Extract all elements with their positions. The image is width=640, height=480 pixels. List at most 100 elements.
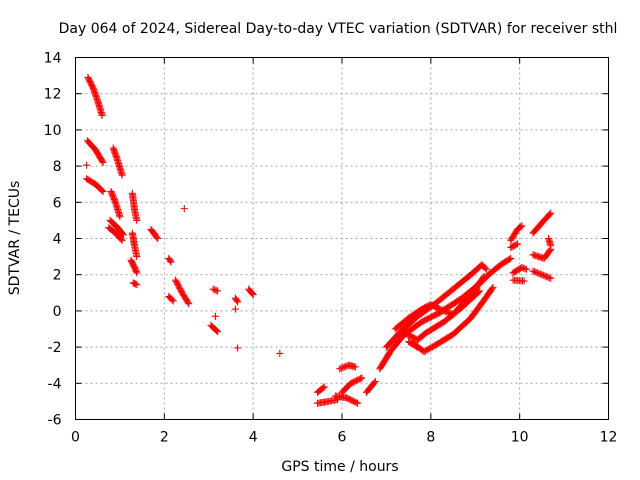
data-point	[249, 291, 257, 299]
data-point	[443, 308, 451, 316]
data-point	[506, 255, 514, 263]
data-point	[442, 308, 450, 316]
y-tick-label: -4	[48, 376, 62, 392]
x-axis-label: GPS time / hours	[281, 459, 398, 475]
data-point	[117, 235, 125, 243]
data-point	[436, 305, 444, 313]
y-axis-label: SDTVAR / TECUs	[7, 181, 23, 296]
data-point	[133, 253, 141, 261]
data-point	[118, 236, 126, 244]
data-point	[488, 285, 496, 293]
data-point	[339, 364, 347, 372]
data-point	[541, 272, 549, 280]
data-point	[180, 205, 188, 213]
data-point	[214, 328, 222, 336]
data-point	[512, 241, 520, 249]
data-point	[476, 287, 484, 295]
data-point	[542, 273, 550, 281]
data-point	[475, 288, 483, 296]
data-point	[351, 363, 359, 371]
y-tick-label: -6	[48, 413, 62, 429]
data-point	[358, 374, 366, 382]
data-point	[533, 269, 541, 277]
data-point	[337, 364, 345, 372]
y-tick-label: 6	[53, 195, 62, 211]
x-tick-label: 0	[71, 430, 80, 446]
data-point	[169, 297, 177, 305]
data-point	[522, 265, 530, 273]
data-point	[521, 265, 529, 273]
data-point	[340, 363, 348, 371]
y-tick-label: 14	[44, 51, 62, 67]
data-point	[412, 342, 420, 350]
x-tick-label: 10	[511, 430, 529, 446]
data-point	[276, 349, 284, 357]
data-point	[532, 268, 540, 276]
data-point	[414, 343, 422, 351]
data-point	[119, 230, 127, 238]
data-point	[184, 298, 192, 306]
data-point	[154, 235, 162, 242]
data-point	[231, 305, 239, 313]
data-points	[83, 73, 555, 407]
data-point	[520, 277, 528, 285]
data-point	[546, 246, 554, 254]
data-point	[320, 383, 328, 391]
data-point	[213, 327, 221, 335]
data-point	[352, 399, 360, 407]
data-point	[513, 240, 521, 248]
data-point	[98, 111, 106, 119]
data-point	[132, 280, 140, 288]
data-point	[547, 209, 555, 217]
data-point	[234, 344, 242, 352]
data-point	[211, 286, 219, 294]
data-point	[233, 297, 241, 305]
y-tick-label: 2	[53, 268, 62, 284]
data-point	[536, 270, 544, 278]
data-point	[507, 254, 515, 262]
chart-title: Day 064 of 2024, Sidereal Day-to-day VTE…	[59, 21, 618, 37]
x-tick-label: 8	[426, 430, 435, 446]
data-point	[440, 307, 448, 315]
data-point	[545, 274, 553, 282]
data-point	[547, 242, 555, 250]
y-tick-label: 4	[53, 232, 62, 248]
data-point	[99, 158, 107, 166]
data-point	[518, 222, 526, 230]
x-tick-label: 6	[338, 430, 347, 446]
data-point	[116, 213, 124, 221]
y-tick-label: 8	[53, 159, 62, 175]
data-point	[185, 300, 193, 308]
data-point	[489, 283, 497, 291]
x-tick-label: 2	[160, 430, 169, 446]
data-point	[357, 375, 365, 383]
data-point	[133, 269, 141, 277]
y-tick-label: -2	[48, 340, 62, 356]
data-point	[518, 263, 526, 271]
data-point	[234, 298, 242, 306]
grid	[75, 57, 609, 420]
data-point	[437, 306, 445, 314]
y-tick-label: 12	[44, 87, 62, 103]
data-point	[439, 306, 447, 314]
data-point	[530, 268, 538, 276]
data-point	[538, 271, 546, 279]
data-point	[481, 264, 489, 272]
data-point	[479, 274, 487, 282]
data-point	[547, 274, 555, 282]
data-point	[535, 269, 543, 277]
y-tick-label: 10	[44, 123, 62, 139]
data-point	[118, 171, 126, 179]
x-tick-label: 4	[249, 430, 258, 446]
data-point	[168, 296, 176, 304]
data-point	[371, 377, 379, 385]
data-point	[214, 287, 222, 295]
data-point	[319, 384, 327, 392]
data-point	[209, 285, 217, 293]
data-point	[166, 257, 174, 265]
data-point	[248, 290, 256, 298]
data-point	[153, 233, 161, 241]
data-point	[133, 281, 141, 289]
data-point	[519, 264, 527, 272]
